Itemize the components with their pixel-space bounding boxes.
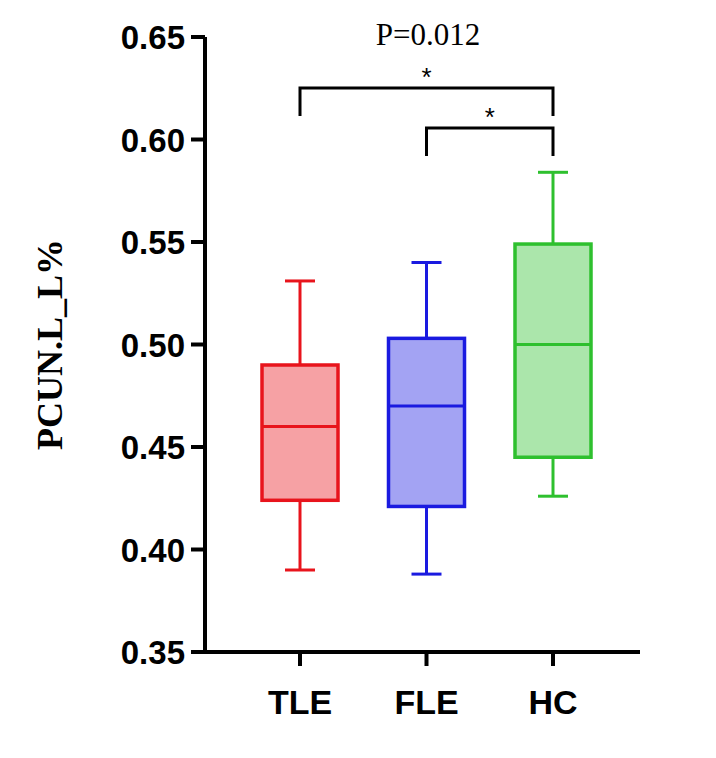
x-tick-label: TLE [268, 683, 332, 721]
chart: 0.35 0.40 0.45 0.50 0.55 0.60 0.65 TLE FLE HC PCUN… [0, 0, 716, 758]
upper-whisker [552, 172, 555, 244]
median [389, 405, 465, 408]
min-cap [538, 495, 568, 498]
x-tick-label: HC [528, 683, 577, 721]
max-cap [538, 171, 568, 174]
x-tick-label: FLE [394, 683, 458, 721]
max-cap [285, 279, 315, 282]
x-tick [551, 652, 555, 666]
max-cap [412, 261, 442, 264]
y-tick [191, 445, 205, 449]
significance-label: * [485, 102, 495, 132]
y-tick-label: 0.35 [121, 634, 185, 671]
median [515, 343, 591, 346]
median [262, 425, 338, 428]
significance-label: * [421, 62, 431, 92]
x-tick [298, 652, 302, 666]
y-tick [191, 650, 205, 654]
lower-whisker [299, 500, 302, 570]
y-tick-label: 0.55 [121, 224, 185, 261]
box [262, 365, 338, 500]
box [515, 244, 591, 457]
comparison-bracket [300, 88, 553, 116]
upper-whisker [425, 263, 428, 339]
annotation: P=0.012 [376, 17, 480, 52]
y-tick [191, 343, 205, 347]
comparison-bracket [427, 128, 554, 156]
y-tick-label: 0.65 [121, 19, 185, 56]
x-axis [203, 650, 640, 654]
y-tick-label: 0.40 [121, 532, 185, 569]
upper-whisker [299, 281, 302, 365]
x-tick [425, 652, 429, 666]
y-axis-label: PCUN.L_L% [30, 239, 70, 450]
box [389, 338, 465, 506]
lower-whisker [552, 457, 555, 496]
y-tick [191, 35, 205, 39]
y-tick [191, 240, 205, 244]
boxes [262, 172, 591, 574]
lower-whisker [425, 506, 428, 574]
min-cap [412, 573, 442, 576]
y-tick-label: 0.60 [121, 122, 185, 159]
y-tick-label: 0.45 [121, 429, 185, 466]
y-tick-label: 0.50 [121, 327, 185, 364]
min-cap [285, 569, 315, 572]
y-tick [191, 138, 205, 142]
y-tick [191, 548, 205, 552]
